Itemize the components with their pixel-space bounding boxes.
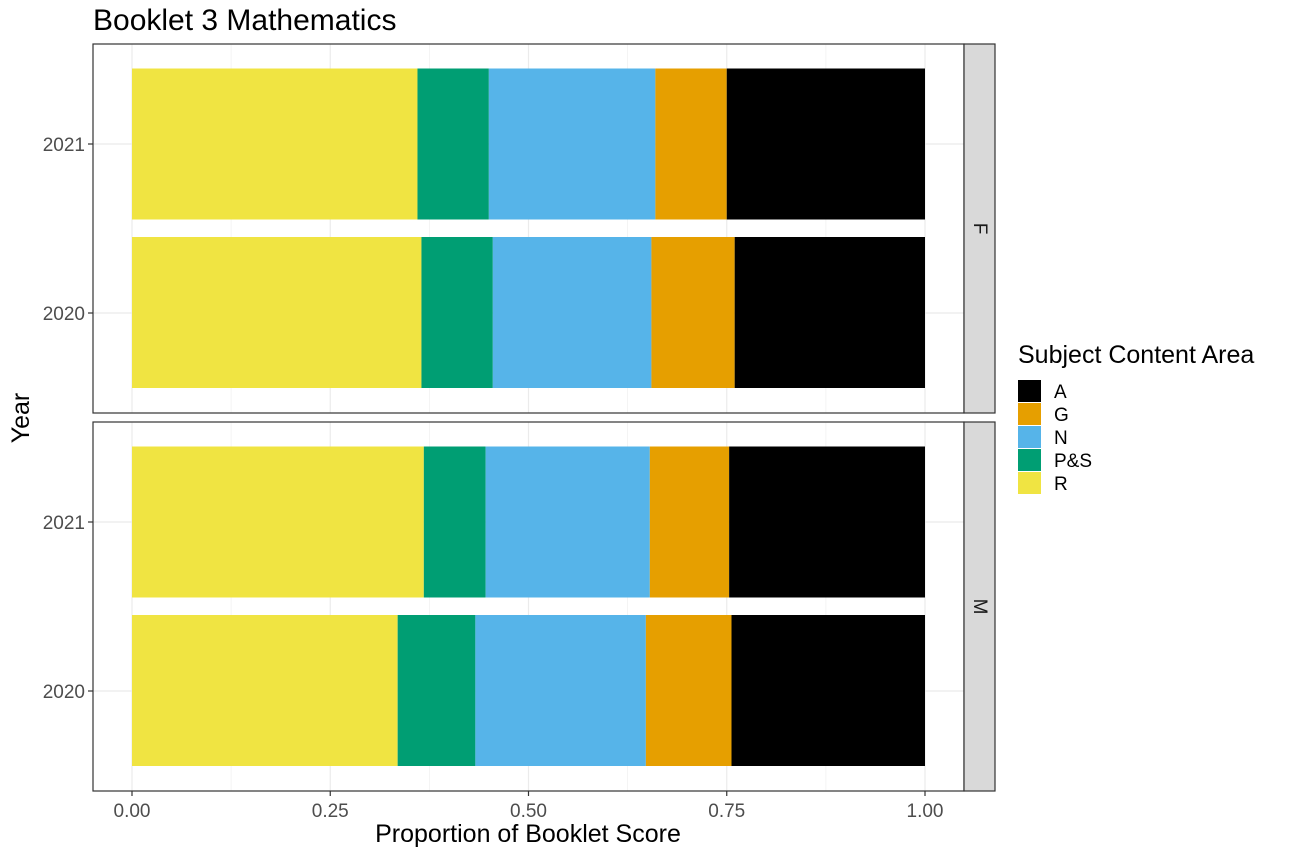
legend-key-A — [1018, 380, 1041, 402]
bar-segment-F-2020-R — [132, 237, 422, 388]
bar-segment-M-2021-A — [729, 446, 925, 598]
x-tick-label: 0.50 — [510, 801, 547, 822]
chart-title: Booklet 3 Mathematics — [93, 4, 396, 37]
bar-segment-F-2020-A — [734, 237, 925, 388]
x-tick-label: 0.25 — [312, 801, 349, 822]
bar-segment-M-2021-G — [649, 446, 730, 598]
bar-segment-F-2020-N — [492, 237, 652, 388]
y-tick-label: 2020 — [43, 304, 85, 325]
legend-label: G — [1054, 405, 1069, 426]
bar-segment-F-2021-P&S — [417, 68, 489, 220]
y-tick-label: 2021 — [43, 513, 85, 534]
x-tick-label: 0.00 — [114, 801, 151, 822]
bar-segment-M-2020-R — [132, 615, 398, 766]
facet-strip — [963, 421, 996, 792]
legend-label: A — [1054, 382, 1067, 403]
bar-segment-M-2020-P&S — [397, 615, 476, 766]
facet-strip — [963, 43, 996, 414]
x-tick-label: 0.75 — [708, 801, 745, 822]
x-axis: 0.00 0.25 0.50 0.75 1.00 — [114, 791, 944, 822]
bar-segment-M-2021-P&S — [423, 446, 486, 598]
facet-strip-label: F — [969, 223, 990, 235]
bar-segment-F-2021-N — [488, 68, 656, 220]
facet-panel-F: 2021 2020 F — [43, 43, 996, 414]
y-tick-label: 2020 — [43, 682, 85, 703]
x-tick-label: 1.00 — [907, 801, 944, 822]
bar-segment-F-2021-G — [655, 68, 727, 220]
legend-title: Subject Content Area — [1018, 341, 1254, 369]
legend-key-G — [1018, 403, 1041, 425]
facet-panel-M: 2021 2020 M — [43, 421, 996, 792]
legend-label: R — [1054, 474, 1068, 495]
legend-key-R — [1018, 472, 1041, 494]
bar-segment-F-2020-P&S — [421, 237, 493, 388]
bar-segment-F-2021-R — [132, 68, 418, 220]
facet-panels: 2021 2020 F 2021 2020 M — [43, 43, 996, 792]
bar-segment-M-2021-R — [132, 446, 424, 598]
x-axis-title: Proportion of Booklet Score — [375, 820, 681, 848]
bar-segment-M-2021-N — [485, 446, 650, 598]
bar-segment-F-2021-A — [726, 68, 925, 220]
legend-label: P&S — [1054, 451, 1092, 472]
legend-label: N — [1054, 428, 1068, 449]
y-tick-label: 2021 — [43, 135, 85, 156]
bar-segment-M-2020-A — [731, 615, 925, 766]
bar-segment-M-2020-G — [645, 615, 732, 766]
legend-key-N — [1018, 426, 1041, 448]
legend-key-P&S — [1018, 449, 1041, 471]
bar-segment-F-2020-G — [651, 237, 735, 388]
y-axis-title: Year — [7, 393, 35, 444]
facet-strip-label: M — [969, 599, 990, 615]
bar-segment-M-2020-N — [475, 615, 646, 766]
